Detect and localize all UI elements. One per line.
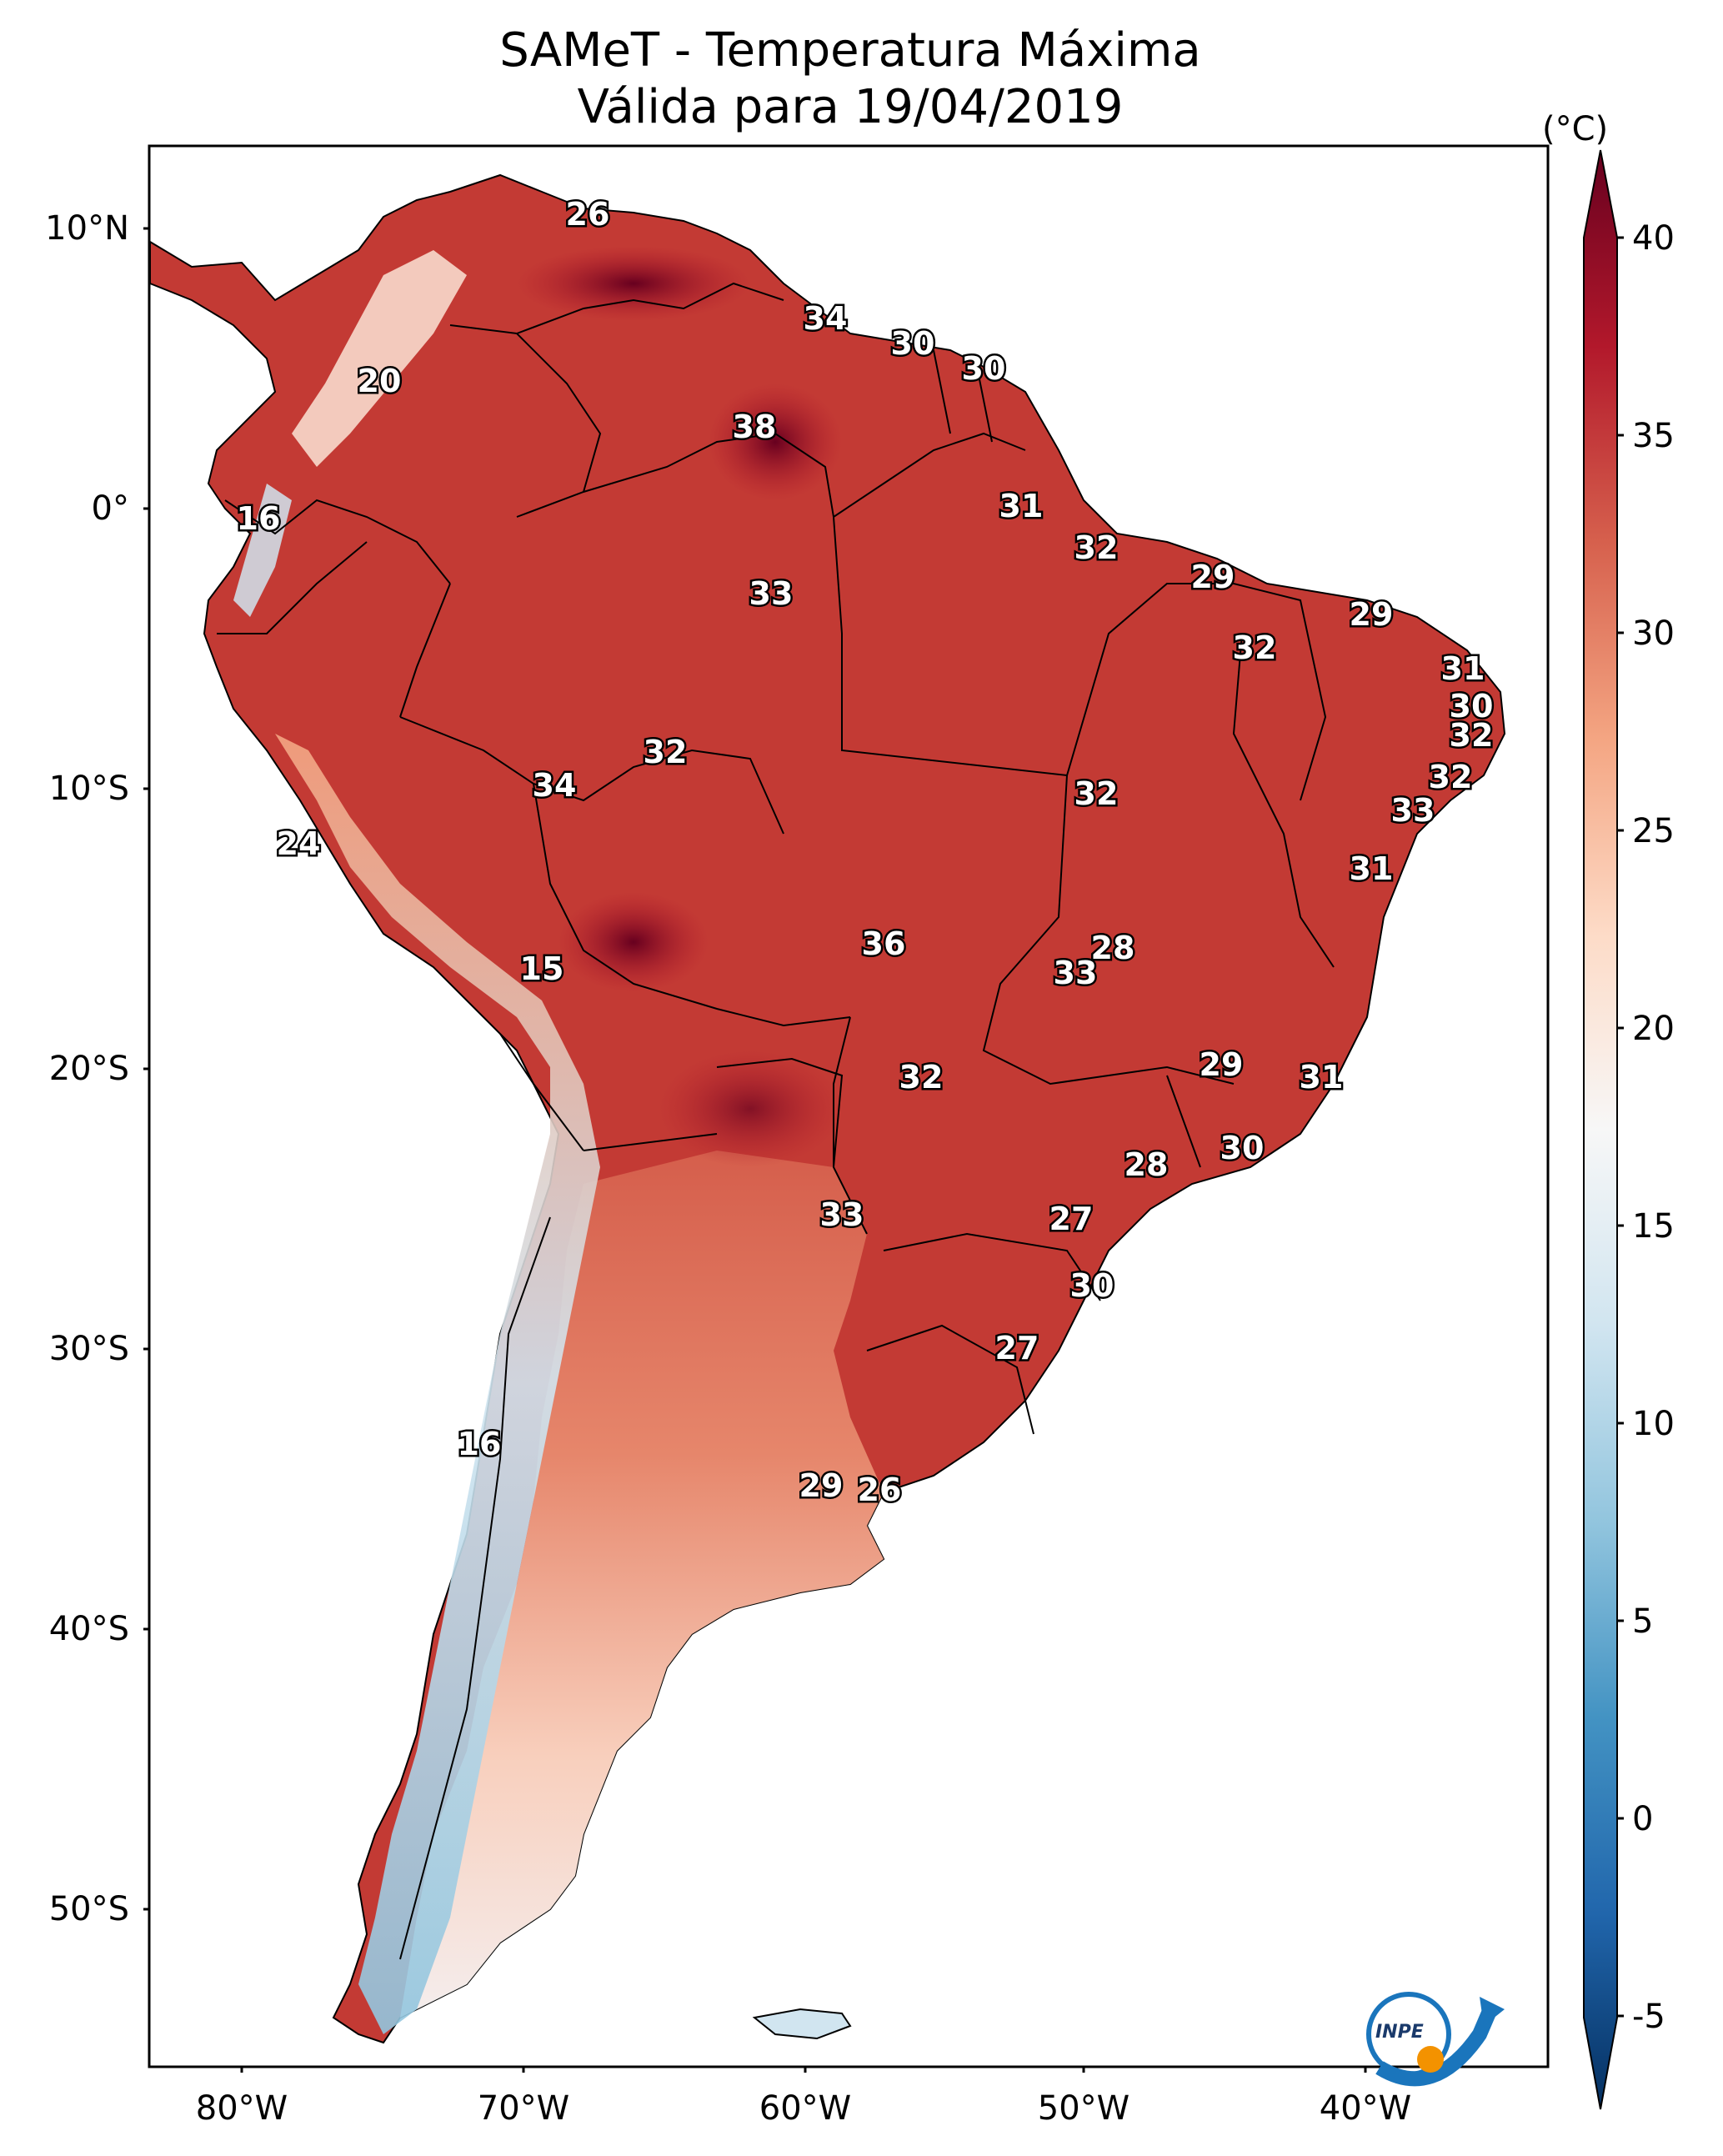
map-label: 33 <box>1054 955 1098 991</box>
map-label: 36 <box>862 925 906 962</box>
lat-tick-30s: 30°S <box>48 1330 129 1368</box>
map-label: 32 <box>1450 717 1494 754</box>
map-label: 29 <box>799 1467 844 1504</box>
southern-cone-gradient <box>400 1151 884 2018</box>
map-label: 31 <box>1350 850 1394 887</box>
map-label: 26 <box>566 196 610 233</box>
map-label: 24 <box>277 825 321 862</box>
lat-tick-20s: 20°S <box>48 1050 129 1088</box>
colorbar-tick-20: 20 <box>1632 1010 1675 1048</box>
colorbar-tick-25: 25 <box>1632 812 1675 850</box>
map-label: 31 <box>999 488 1044 524</box>
map-label: 30 <box>962 350 1006 387</box>
map-label: 15 <box>520 950 564 987</box>
falkland-islands <box>752 2008 852 2040</box>
map-label: 28 <box>1091 930 1135 966</box>
country-borders <box>217 282 1335 1960</box>
colorbar-tick-10: 10 <box>1632 1405 1675 1443</box>
inpe-logo-text: INPE <box>1375 2022 1424 2043</box>
andes-cool-strip <box>275 734 600 2034</box>
colorbar-tick-15: 15 <box>1632 1207 1675 1246</box>
map-label: 32 <box>1233 629 1277 666</box>
map-label: 33 <box>749 575 794 612</box>
hot-core-bolivia <box>558 892 709 992</box>
map-label: 30 <box>891 325 935 362</box>
colorbar-tick-35: 35 <box>1632 417 1675 455</box>
colombia-andes-cool <box>292 250 467 467</box>
map-label: 30 <box>1450 688 1494 725</box>
map-label: 29 <box>1200 1046 1244 1083</box>
hot-core-venezuela <box>517 246 750 321</box>
map-label: 38 <box>733 409 777 445</box>
colorbar-tick-30: 30 <box>1632 614 1675 653</box>
map-label: 32 <box>1074 775 1119 812</box>
lat-tick-10n: 10°N <box>45 209 129 248</box>
map-label: 33 <box>1391 792 1435 829</box>
colorbar-tick-40: 40 <box>1632 219 1675 258</box>
lat-tick-40s: 40°S <box>48 1610 129 1648</box>
lon-tick-70w: 70°W <box>477 2089 570 2128</box>
map-label: 32 <box>644 734 688 770</box>
colorbar-tick-5: 5 <box>1632 1602 1654 1641</box>
hot-core-chaco <box>659 1050 842 1167</box>
lon-tick-60w: 60°W <box>759 2089 852 2128</box>
map-label: 34 <box>533 767 577 804</box>
map-label: 34 <box>804 300 848 337</box>
map-label: 29 <box>1350 596 1394 633</box>
lon-tick-80w: 80°W <box>195 2089 288 2128</box>
colorbar-tick-minus5: -5 <box>1632 1998 1665 2036</box>
lon-tick-50w: 50°W <box>1037 2089 1130 2128</box>
map-label: 31 <box>1441 650 1485 687</box>
ecuador-andes-cool <box>233 484 292 617</box>
temperature-labels: 26 34 30 30 20 38 16 31 32 29 33 29 32 3… <box>234 194 1495 1511</box>
colorbar-gradient <box>1583 149 1618 2110</box>
inpe-logo <box>1366 1992 1505 2087</box>
axis-ticks <box>143 227 1367 2073</box>
colorbar <box>1583 149 1624 2110</box>
map-label: 30 <box>1070 1267 1114 1304</box>
map-label: 32 <box>1429 759 1473 795</box>
lat-tick-0: 0° <box>91 489 129 528</box>
lat-tick-50s: 50°S <box>48 1890 129 1928</box>
map-label: 32 <box>1074 529 1119 566</box>
map-label: 26 <box>858 1472 902 1508</box>
lat-tick-10s: 10°S <box>48 770 129 808</box>
map-label: 20 <box>358 363 402 399</box>
map-frame-border <box>148 144 1550 2068</box>
map-label: 28 <box>1124 1146 1169 1183</box>
map-label: 32 <box>899 1059 944 1096</box>
colorbar-tick-0: 0 <box>1632 1800 1654 1838</box>
map-label: 16 <box>237 500 281 537</box>
map-label: 27 <box>1049 1201 1094 1237</box>
map-label: 31 <box>1300 1059 1344 1096</box>
map-label: 29 <box>1191 559 1235 595</box>
map-subtitle: Válida para 19/04/2019 <box>577 80 1124 134</box>
map-label: 16 <box>458 1426 502 1462</box>
map-title: SAMeT - Temperatura Máxima <box>499 23 1201 78</box>
hot-core-roraima <box>709 384 842 500</box>
map-label: 27 <box>995 1330 1039 1366</box>
lon-tick-40w: 40°W <box>1319 2089 1412 2128</box>
map-label: 30 <box>1220 1130 1265 1166</box>
colorbar-unit: (°C) <box>1542 110 1609 148</box>
map-label: 33 <box>820 1196 864 1233</box>
